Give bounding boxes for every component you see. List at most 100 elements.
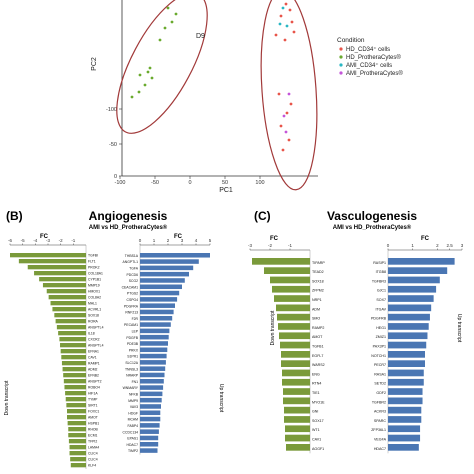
up-bar [388,332,428,340]
pca-point [137,90,141,94]
down-bar [10,253,86,258]
down-gene-label: TIPARP [312,261,325,265]
down-bar [63,379,86,384]
down-bar [279,332,310,340]
up-gene-label: RASA1 [374,372,386,376]
pca-point [281,6,285,10]
up-bar [388,360,425,367]
up-gene-label: CSPG4 [127,298,139,302]
down-bar [252,258,310,265]
up-bar [140,423,160,428]
pca-point [282,114,286,118]
up-bar [388,341,427,349]
down-bar [68,427,86,432]
down-bar [270,276,310,284]
up-bar [140,372,165,378]
pca-y-ticks: -100 -50 0 [106,107,122,180]
d9-cluster-ellipse [116,0,208,134]
up-bar [388,434,421,442]
down-bar [282,369,310,377]
up-bar [388,444,419,451]
pca-x-label: PC1 [219,187,233,194]
panel-c-down-label: Down transcript [270,310,276,345]
up-gene-label: PRKX [129,348,139,352]
panel-b-title: Angiogenesis [89,209,168,223]
pca-point [283,38,287,42]
axis-tick-label: 1 [411,243,414,248]
pca-point [292,30,296,34]
down-gene-label: AMOT [312,335,323,339]
up-bar [140,379,164,384]
pca-legend: Condition HD_CD34⁺ cellsHD_ProtheraCytes… [337,37,403,77]
down-bar [39,277,86,282]
up-bar [388,276,440,284]
axis-tick-label: -1 [288,243,292,248]
up-gene-label: HEG1 [376,326,386,330]
up-gene-label: GJC1 [377,289,386,293]
axis-tick-label: 3 [461,243,464,248]
down-gene-label: ACVRL1 [88,308,101,312]
up-bar [140,322,171,327]
down-bar [278,323,310,330]
down-gene-label: MAL1 [88,302,97,306]
down-gene-label: KLF4 [88,464,96,468]
legend-label: AMI_CD34⁺ cells [346,62,392,69]
down-gene-label: HIF1A [88,392,98,396]
panel-b-subtitle: AMI vs HD_ProtheraCytes® [89,224,168,231]
axis-tick-label: -5 [21,238,25,243]
right-cluster-ellipse [260,0,318,191]
down-gene-label: ANGPTL4 [88,344,104,348]
up-gene-label: MCAM [128,418,139,422]
up-gene-label: TNNSL3 [125,367,138,371]
up-bar [140,353,167,359]
down-gene-label: HMOX1 [88,290,100,294]
axis-tick-label: -2 [59,238,63,243]
down-gene-label: FLT1 [88,260,96,264]
down-bar [67,421,86,426]
pca-y-tick-label: 0 [114,174,117,180]
down-gene-label: SOX18 [312,279,324,283]
down-gene-label: SIRT1 [88,404,98,408]
pca-point [285,24,289,28]
down-gene-label: HSPB1 [88,422,99,426]
down-bar [62,367,86,372]
up-bar [140,303,175,308]
up-bar [388,258,455,265]
down-gene-label: TGFB1 [312,344,324,348]
panel-c-fc-left: FC [270,236,279,242]
up-gene-label: TGFA [129,267,139,271]
pca-point [130,95,134,99]
pca-points [130,2,296,152]
up-bar [388,406,422,414]
down-gene-label: AMOT [88,416,98,420]
down-bar [283,388,310,395]
up-gene-label: VEGFA [374,437,387,441]
up-bar [140,391,163,397]
up-bar [140,284,182,290]
pca-point [146,70,150,74]
down-bar [67,415,86,420]
up-gene-label: SPARC [374,419,387,423]
down-bar [284,406,310,414]
legend-swatch [339,63,343,67]
axis-tick-label: 4 [195,238,198,243]
down-gene-label: SOX18 [88,314,99,318]
down-gene-label: CAV1 [312,437,321,441]
pca-x-tick-label: 100 [255,180,264,186]
down-gene-label: TFPI2 [88,440,97,444]
up-bar [140,253,210,258]
up-gene-label: SCG2 [129,279,138,283]
up-gene-label: HDAC7 [127,443,139,447]
up-bar [140,435,159,441]
down-bar [50,301,86,306]
down-bar [284,416,310,423]
up-gene-label: PDCD6 [127,273,139,277]
down-bar [264,267,310,274]
axis-tick-label: 2 [436,243,439,248]
up-gene-label: RASIP1 [373,261,386,265]
angiogenesis-panel: (B) Angiogenesis AMI vs HD_ProtheraCytes… [4,209,224,469]
down-bar [276,304,310,312]
pca-y-tick-label: -50 [109,142,117,148]
panel-b-up-label: Up transcript [218,384,224,413]
pca-point [166,6,170,10]
